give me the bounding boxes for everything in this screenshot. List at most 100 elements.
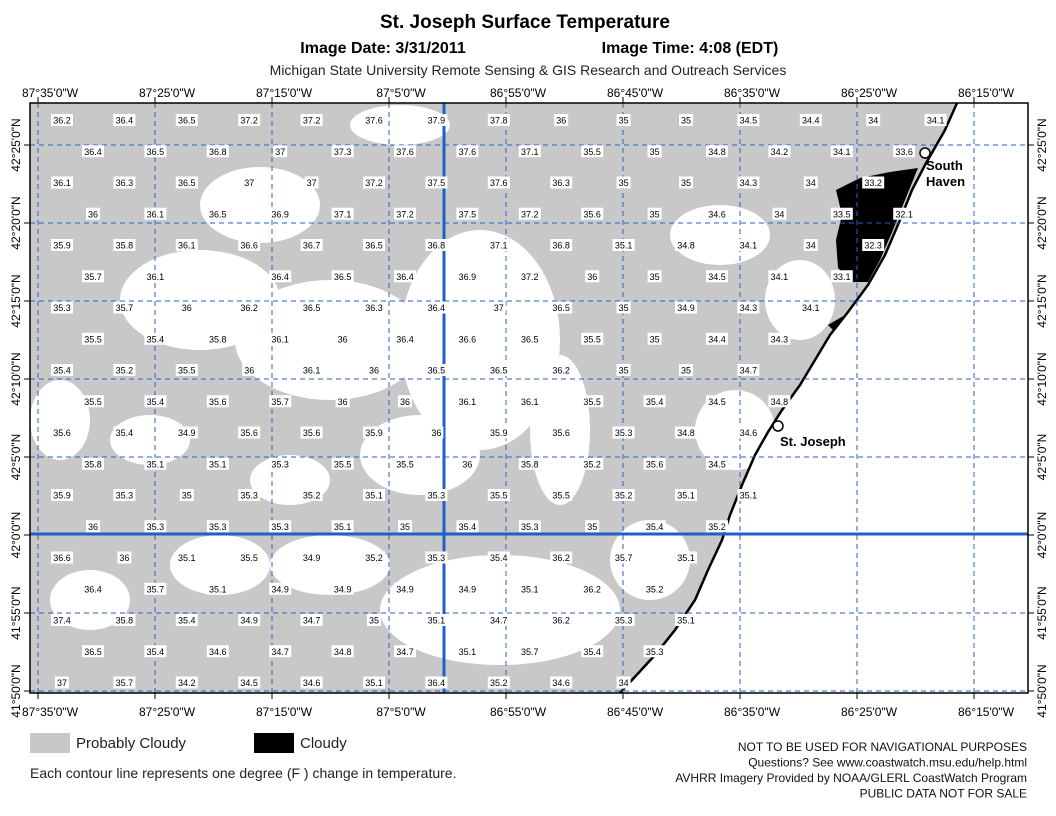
temperature-box: [269, 332, 292, 345]
temperature-box: [113, 676, 136, 689]
temperature-box: [706, 332, 728, 345]
temperature-label: 35.7: [116, 678, 134, 688]
temperature-label: 35.4: [116, 428, 134, 438]
temperature-box: [113, 426, 136, 439]
temperature-box: [51, 551, 73, 564]
temperature-box: [737, 176, 760, 189]
temperature-label: 35.5: [552, 491, 570, 501]
temperature-box: [363, 551, 385, 564]
temperature-box: [518, 457, 541, 470]
image-time: Image Time: 4:08 (EDT): [602, 40, 779, 57]
longitude-label: 86°25'0"W: [841, 705, 898, 719]
temperature-label: 34.9: [178, 428, 196, 438]
temperature-label: 35: [650, 209, 660, 219]
temperature-box: [113, 301, 136, 314]
temperature-box: [675, 426, 697, 439]
temperature-label: 36.1: [521, 397, 539, 407]
temperature-label: 35.1: [740, 491, 758, 501]
temperature-box: [643, 520, 666, 533]
temperature-label: 34.5: [708, 397, 726, 407]
temperature-label: 34.3: [771, 334, 789, 344]
temperature-box: [737, 301, 760, 314]
temperature-label: 35.7: [116, 303, 134, 313]
temperature-box: [679, 114, 693, 126]
temperature-box: [269, 457, 292, 470]
temperature-box: [643, 645, 666, 658]
temperature-label: 36.8: [428, 241, 446, 251]
temperature-box: [144, 457, 167, 470]
temperature-label: 34.8: [677, 428, 695, 438]
temperature-box: [799, 114, 822, 126]
latitude-label: 42°20'0"N: [1035, 196, 1049, 249]
temperature-label: 35.5: [583, 147, 601, 157]
temperature-label: 35: [650, 147, 660, 157]
temperature-label: 34.8: [771, 397, 789, 407]
temperature-box: [175, 114, 198, 126]
temperature-box: [425, 114, 448, 126]
temperature-label: 36.6: [459, 334, 477, 344]
temperature-box: [456, 332, 479, 345]
temperature-label: 34.7: [396, 647, 414, 657]
temperature-label: 34.4: [708, 334, 726, 344]
temperature-label: 37.1: [521, 147, 539, 157]
temperature-label: 36.1: [53, 178, 71, 188]
temperature-label: 35.7: [84, 272, 102, 282]
footer: NOT TO BE USED FOR NAVIGATIONAL PURPOSES…: [675, 740, 1027, 801]
temperature-label: 34.6: [209, 647, 227, 657]
longitude-label: 87°25'0"W: [139, 86, 196, 100]
temperature-label: 32.1: [895, 209, 913, 219]
temperature-box: [117, 551, 132, 564]
temperature-box: [82, 270, 104, 283]
temperature-label: 34.5: [708, 459, 726, 469]
temperature-label: 35.1: [209, 584, 227, 594]
temperature-label: 35.1: [365, 491, 383, 501]
longitude-label: 86°35'0"W: [724, 705, 781, 719]
place-label: St. Joseph: [780, 434, 846, 449]
temperature-label: 34.7: [303, 616, 321, 626]
temperature-label: 35.4: [583, 647, 601, 657]
temperature-label: 34.5: [708, 272, 726, 282]
temperature-label: 35.2: [490, 678, 508, 688]
temperature-box: [206, 645, 229, 658]
temperature-box: [487, 551, 510, 564]
temperature-label: 36.1: [147, 209, 165, 219]
temperature-label: 35.1: [521, 584, 539, 594]
temperature-label: 35.2: [708, 522, 726, 532]
temperature-label: 36.2: [240, 303, 258, 313]
legend-swatch: [30, 733, 70, 753]
temperature-box: [113, 489, 136, 501]
temperature-label: 35.2: [615, 491, 633, 501]
temperature-box: [803, 239, 818, 251]
temperature-box: [706, 270, 728, 283]
temperature-label: 33.1: [833, 272, 851, 282]
temperature-label: 35.9: [365, 428, 383, 438]
temperature-box: [647, 207, 662, 220]
latitude-label: 42°10'0"N: [1035, 352, 1049, 405]
temperature-box: [862, 239, 885, 251]
temperature-label: 35.3: [271, 522, 289, 532]
temperature-box: [830, 145, 853, 158]
temperature-box: [269, 207, 292, 220]
temperature-box: [456, 145, 479, 158]
temperature-box: [425, 614, 448, 626]
temperature-label: 36.2: [552, 366, 570, 376]
temperature-box: [113, 114, 136, 126]
temperature-box: [394, 582, 416, 595]
temperature-label: 35.8: [209, 334, 227, 344]
temperature-labels: 36.2 36.4 36.5 37.2 37.2 37.6 37.9 37.8 36 35 35 34…: [51, 114, 947, 689]
temperature-box: [175, 551, 198, 564]
temperature-label: 37.1: [334, 209, 352, 219]
temperature-label: 36.5: [365, 241, 383, 251]
temperature-label: 36.7: [303, 241, 321, 251]
temperature-box: [616, 301, 631, 314]
temperature-box: [82, 457, 104, 470]
temperature-label: 36.5: [209, 209, 227, 219]
temperature-label: 34.9: [677, 303, 695, 313]
temperature-label: 35.7: [615, 553, 633, 563]
temperature-box: [581, 645, 604, 658]
temperature-label: 36.5: [178, 178, 196, 188]
temperature-box: [518, 582, 541, 595]
temperature-label: 34.7: [740, 366, 758, 376]
temperature-label: 35.8: [116, 241, 134, 251]
temperature-box: [335, 332, 350, 345]
